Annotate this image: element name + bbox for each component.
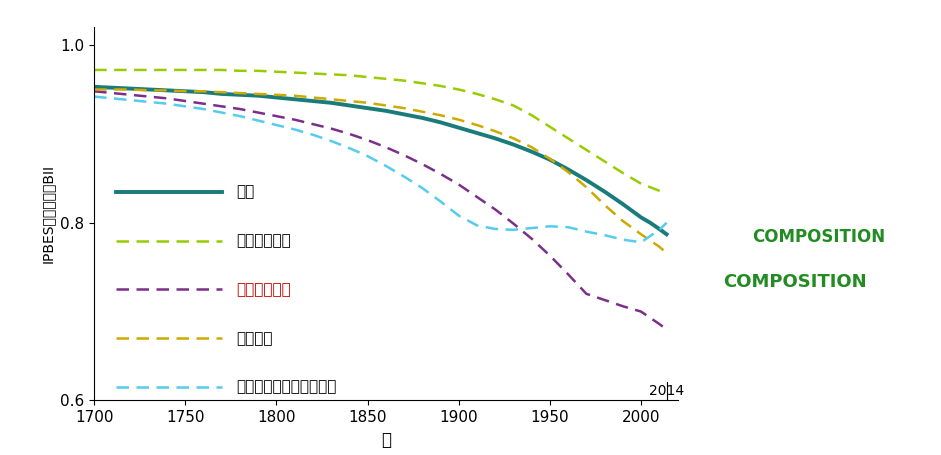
Text: 世界: 世界: [236, 184, 255, 199]
Text: COMPOSITION: COMPOSITION: [724, 273, 867, 291]
X-axis label: 年: 年: [381, 431, 391, 449]
Text: ヨーロッパ・中央アジア: ヨーロッパ・中央アジア: [236, 379, 337, 394]
Text: アジア太平洋: アジア太平洋: [236, 282, 291, 297]
Y-axis label: IPBES地域区分別BII: IPBES地域区分別BII: [40, 164, 55, 263]
Text: COMPOSITION: COMPOSITION: [752, 228, 885, 246]
Text: アフリカ: アフリカ: [236, 331, 273, 346]
Text: 南北アメリカ: 南北アメリカ: [236, 233, 291, 248]
Text: 2014: 2014: [649, 384, 684, 399]
